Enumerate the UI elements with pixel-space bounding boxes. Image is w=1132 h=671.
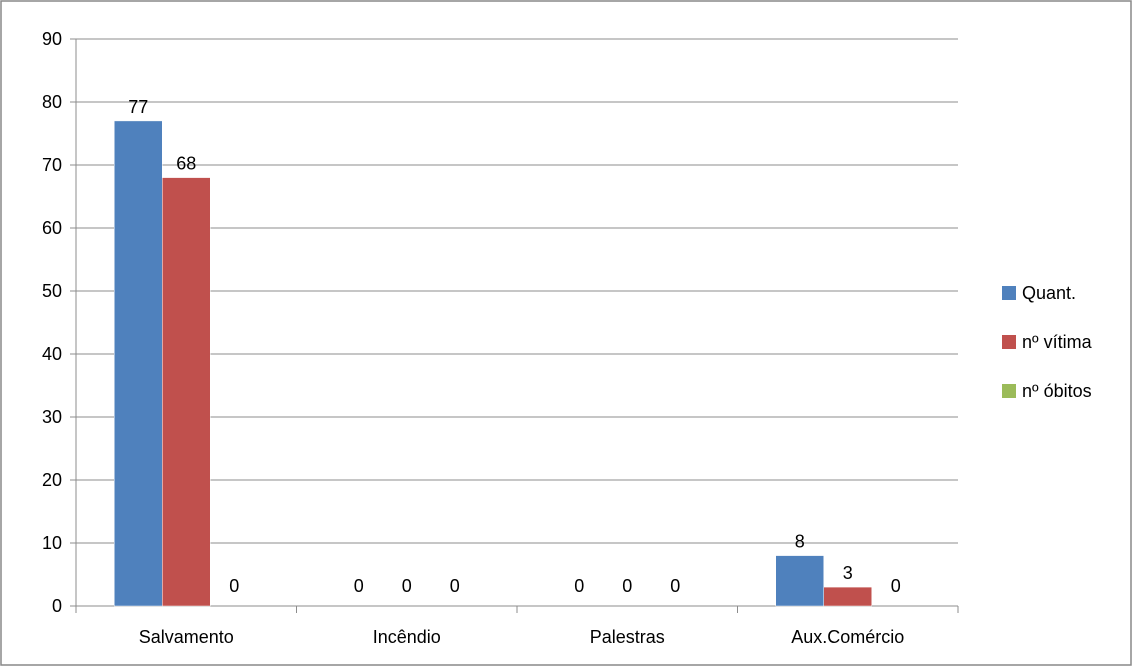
y-tick-label: 20 [42, 470, 62, 490]
y-tick-label: 0 [52, 596, 62, 616]
y-tick-label: 70 [42, 155, 62, 175]
data-label: 0 [354, 576, 364, 596]
data-labels: 77 68 0 0 0 0 0 0 0 8 3 0 [128, 97, 901, 596]
data-label: 77 [128, 97, 148, 117]
bar [823, 586, 872, 607]
y-tick-label: 40 [42, 344, 62, 364]
data-label: 0 [450, 576, 460, 596]
x-tick-label: Salvamento [139, 627, 234, 647]
bar [775, 555, 824, 607]
data-label: 0 [622, 576, 632, 596]
y-tick-label: 10 [42, 533, 62, 553]
data-label: 0 [229, 576, 239, 596]
y-tick-label: 90 [42, 29, 62, 49]
y-tick-label: 50 [42, 281, 62, 301]
legend: Quant. nº vítima nº óbitos [1002, 283, 1093, 401]
data-label: 68 [176, 154, 196, 174]
bar [114, 120, 163, 607]
x-tick-label: Palestras [590, 627, 665, 647]
legend-label: nº óbitos [1022, 381, 1092, 401]
legend-swatch [1002, 384, 1016, 398]
data-label: 0 [574, 576, 584, 596]
y-tick-label: 60 [42, 218, 62, 238]
gridlines [76, 38, 958, 544]
x-tick-label: Incêndio [373, 627, 441, 647]
legend-label: nº vítima [1022, 332, 1093, 352]
y-tick-label: 80 [42, 92, 62, 112]
data-label: 8 [795, 532, 805, 552]
data-label: 0 [402, 576, 412, 596]
legend-swatch [1002, 335, 1016, 349]
bar [162, 177, 211, 607]
y-tick-label: 30 [42, 407, 62, 427]
data-label: 0 [891, 576, 901, 596]
data-label: 3 [843, 563, 853, 583]
legend-swatch [1002, 286, 1016, 300]
x-tick-label: Aux.Comércio [791, 627, 904, 647]
data-label: 0 [670, 576, 680, 596]
bars [114, 120, 872, 607]
legend-label: Quant. [1022, 283, 1076, 303]
